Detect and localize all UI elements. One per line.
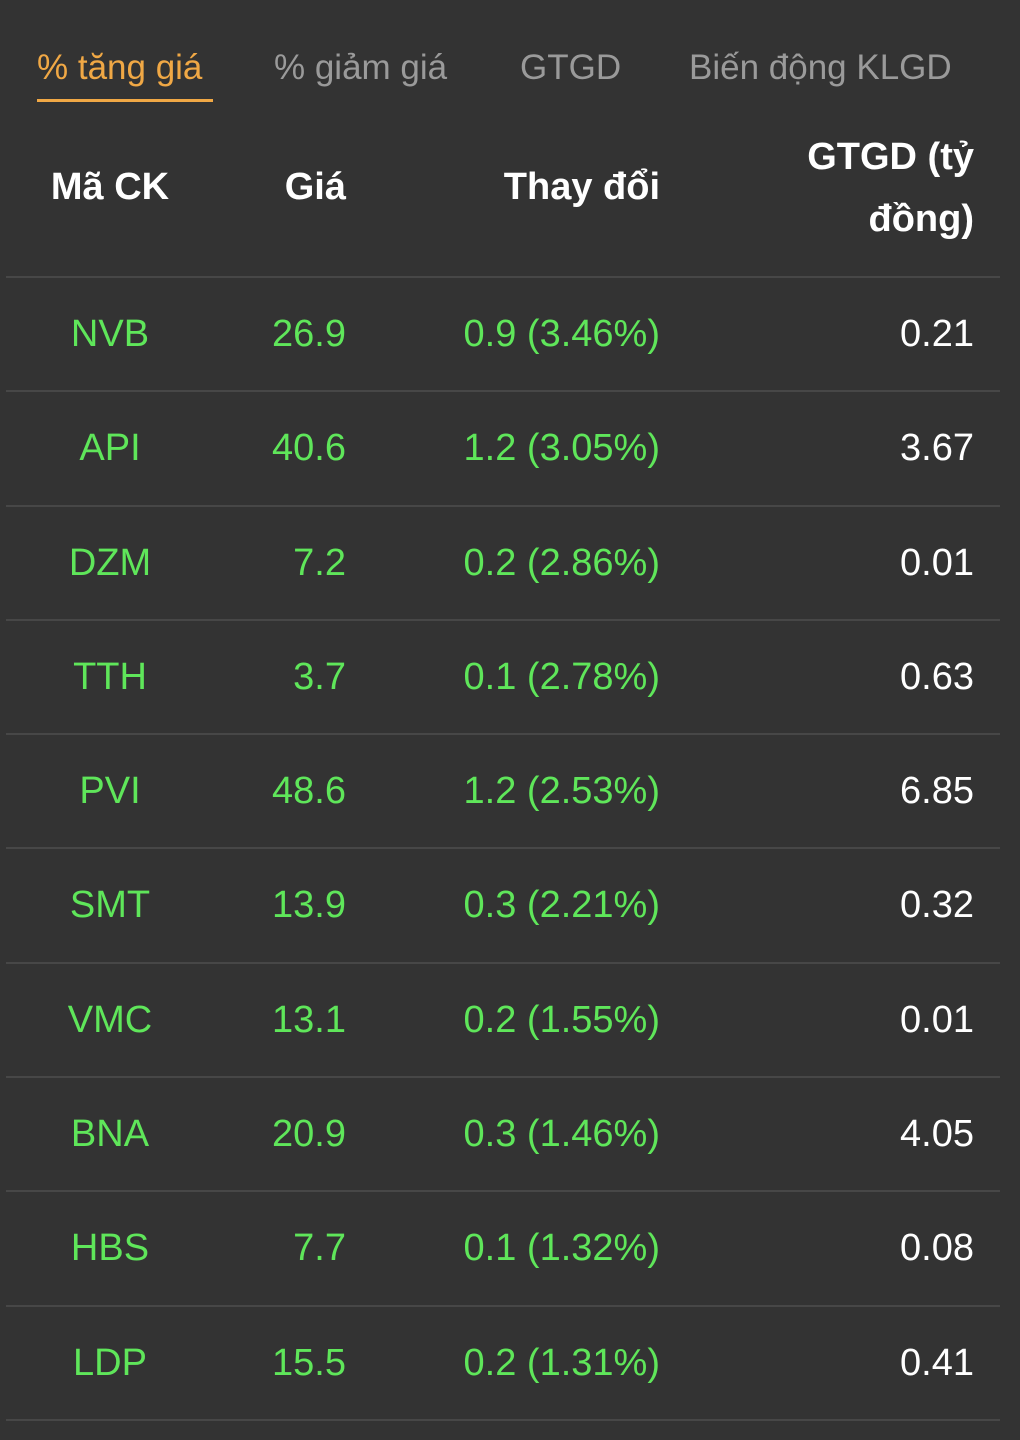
stock-trading-value: 0.08 — [900, 1227, 974, 1270]
stock-change: 0.2 (1.55%) — [463, 998, 660, 1041]
stock-change: 0.9 (3.46%) — [463, 313, 660, 355]
table-row[interactable]: PVI 48.6 1.2 (2.53%) 6.85 — [6, 735, 1000, 850]
stock-code[interactable]: LDP — [73, 1341, 147, 1384]
stock-change: 0.1 (2.78%) — [463, 655, 660, 698]
tab-percent-increase[interactable]: % tăng giá — [37, 42, 213, 102]
stock-trading-value: 0.01 — [900, 541, 974, 584]
stock-change: 0.3 (2.21%) — [463, 884, 660, 927]
tab-bar: % tăng giá % giảm giá GTGD Biến động KLG… — [0, 0, 1020, 110]
stock-code[interactable]: DZM — [68, 541, 152, 584]
stock-trading-value: 3.67 — [900, 427, 974, 470]
table-row[interactable]: BNA 20.9 0.3 (1.46%) 4.05 — [6, 1078, 1000, 1193]
header-price[interactable]: Giá — [284, 166, 346, 208]
stock-price: 48.6 — [272, 770, 346, 813]
header-code[interactable]: Mã CK — [50, 166, 170, 208]
stock-code[interactable]: TTH — [73, 655, 147, 698]
table-row[interactable]: DZM 7.2 0.2 (2.86%) 0.01 — [6, 507, 1000, 621]
stock-change: 1.2 (3.05%) — [463, 427, 660, 470]
table-body: NVB 26.9 0.9 (3.46%) 0.21 API 40.6 1.2 (… — [6, 278, 1000, 1421]
stock-trading-value: 0.01 — [900, 998, 974, 1041]
table-row[interactable]: NVB 26.9 0.9 (3.46%) 0.21 — [6, 278, 1000, 393]
header-trading-value[interactable]: GTGD (tỷ đồng) — [807, 136, 974, 240]
stock-code[interactable]: HBS — [70, 1227, 150, 1270]
stock-change: 1.2 (2.53%) — [463, 770, 660, 813]
stock-code[interactable]: BNA — [70, 1113, 150, 1156]
stock-price: 7.7 — [293, 1227, 346, 1270]
stock-change: 0.1 (1.32%) — [463, 1227, 660, 1270]
stock-code[interactable]: PVI — [79, 770, 141, 813]
stock-trading-value: 4.05 — [900, 1113, 974, 1156]
stock-change: 0.2 (1.31%) — [463, 1341, 660, 1384]
tab-trading-value[interactable]: GTGD — [520, 48, 622, 87]
stock-trading-value: 0.41 — [900, 1341, 974, 1384]
stock-price: 15.5 — [272, 1341, 346, 1384]
stock-code[interactable]: NVB — [70, 313, 150, 355]
table-row[interactable]: HBS 7.7 0.1 (1.32%) 0.08 — [6, 1192, 1000, 1307]
stock-code[interactable]: SMT — [69, 884, 151, 927]
stock-price: 13.1 — [272, 998, 346, 1041]
tab-percent-decrease[interactable]: % giảm giá — [274, 48, 448, 87]
stock-trading-value: 0.32 — [900, 884, 974, 927]
stock-code[interactable]: API — [79, 427, 141, 470]
stock-price: 40.6 — [272, 427, 346, 470]
table-row[interactable]: LDP 15.5 0.2 (1.31%) 0.41 — [6, 1307, 1000, 1421]
stock-price: 26.9 — [272, 313, 346, 355]
stock-trading-value: 6.85 — [900, 770, 974, 813]
stock-code[interactable]: VMC — [67, 998, 153, 1041]
table-header: Mã CK Giá Thay đổi GTGD (tỷ đồng) — [6, 120, 1000, 278]
stock-trading-value: 0.21 — [900, 313, 974, 355]
table-row[interactable]: API 40.6 1.2 (3.05%) 3.67 — [6, 392, 1000, 507]
stock-price: 13.9 — [272, 884, 346, 927]
stock-price: 3.7 — [293, 655, 346, 698]
stock-change: 0.2 (2.86%) — [463, 541, 660, 584]
stock-price: 20.9 — [272, 1113, 346, 1156]
header-change[interactable]: Thay đổi — [503, 166, 660, 208]
table-row[interactable]: SMT 13.9 0.3 (2.21%) 0.32 — [6, 849, 1000, 964]
stock-price: 7.2 — [293, 541, 346, 584]
stock-change: 0.3 (1.46%) — [463, 1113, 660, 1156]
table-row[interactable]: TTH 3.7 0.1 (2.78%) 0.63 — [6, 621, 1000, 736]
table-row[interactable]: VMC 13.1 0.2 (1.55%) 0.01 — [6, 964, 1000, 1079]
stock-trading-value: 0.63 — [900, 655, 974, 698]
tab-volume-change[interactable]: Biến động KLGD — [689, 48, 952, 87]
